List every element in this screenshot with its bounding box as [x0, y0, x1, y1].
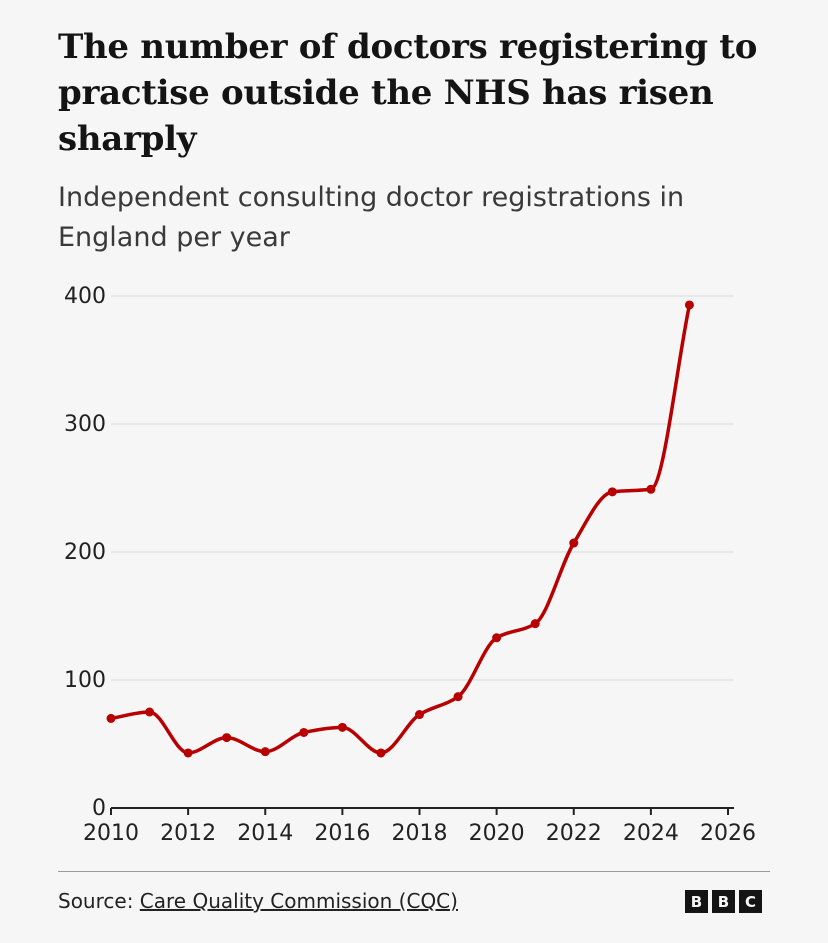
y-tick-label: 200: [64, 540, 106, 565]
y-tick-label: 100: [64, 668, 106, 693]
data-point-2017: [376, 748, 386, 758]
data-point-2015: [299, 727, 309, 737]
x-tick-label: 2014: [237, 821, 293, 846]
source-link[interactable]: Care Quality Commission (CQC): [139, 889, 458, 913]
data-point-2021: [530, 619, 540, 629]
data-point-2025: [684, 300, 694, 310]
chart-subtitle: Independent consulting doctor registrati…: [58, 182, 685, 253]
y-tick-label: 400: [64, 284, 106, 309]
bbc-logo-letter: C: [739, 890, 762, 913]
source-note: Source: Care Quality Commission (CQC): [58, 889, 458, 913]
x-tick-label: 2010: [83, 821, 139, 846]
source-prefix: Source:: [58, 889, 134, 913]
data-points: [106, 300, 694, 758]
x-tick-label: 2026: [700, 821, 756, 846]
bbc-logo-letter: B: [712, 890, 735, 913]
data-point-2016: [337, 722, 347, 732]
data-point-2019: [453, 692, 463, 702]
data-point-2024: [646, 484, 656, 494]
footer-divider: [58, 871, 770, 872]
x-tick-label: 2016: [314, 821, 370, 846]
data-point-2023: [607, 487, 617, 497]
y-tick-label: 0: [92, 796, 106, 821]
bbc-logo-letter: B: [685, 890, 708, 913]
y-tick-label: 300: [64, 412, 106, 437]
data-point-2022: [569, 538, 579, 548]
data-point-2013: [222, 733, 232, 743]
x-tick-label: 2022: [546, 821, 602, 846]
bbc-logo: B B C: [685, 890, 762, 913]
x-tick-label: 2020: [469, 821, 525, 846]
series-line: [109, 303, 692, 755]
data-point-2014: [260, 747, 270, 757]
data-point-2020: [492, 633, 502, 643]
data-point-2011: [145, 707, 155, 717]
gridlines: 0 100 200 300 400: [64, 284, 734, 821]
data-point-2012: [183, 748, 193, 758]
x-tick-label: 2024: [623, 821, 679, 846]
chart-title: The number of doctors registering to pra…: [58, 27, 758, 159]
x-axis: 2010 2012 2014 2016 2018 2020 2022 2024 2026: [83, 807, 756, 846]
x-tick-label: 2012: [160, 821, 216, 846]
data-point-2018: [415, 710, 424, 720]
series-line-layer: [109, 303, 692, 755]
data-point-2010: [106, 713, 116, 723]
x-tick-label: 2018: [392, 821, 448, 846]
